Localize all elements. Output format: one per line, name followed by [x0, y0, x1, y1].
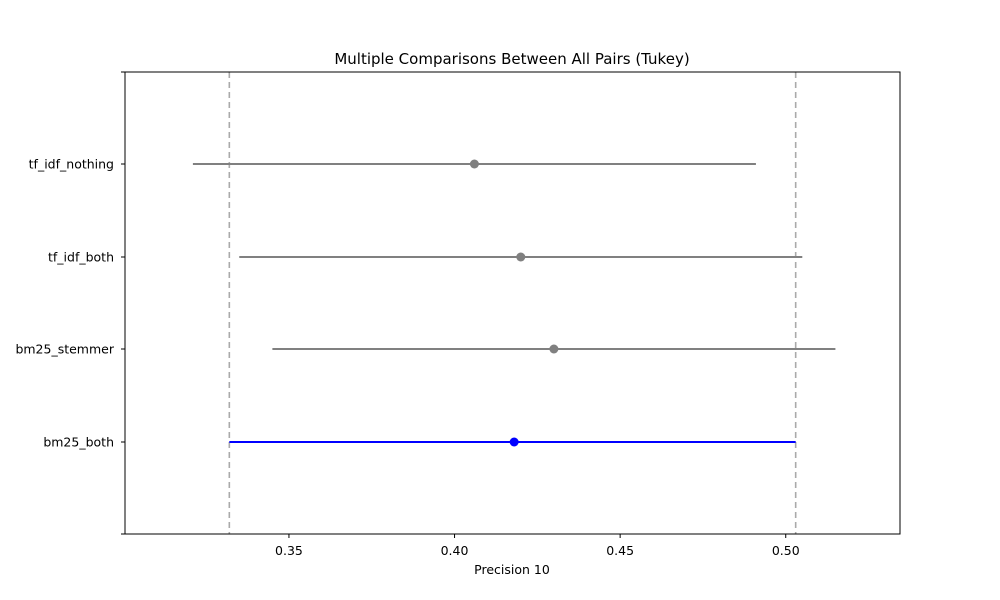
- plot-frame: [124, 71, 901, 535]
- chart-title: Multiple Comparisons Between All Pairs (…: [334, 50, 689, 68]
- plot-area: tf_idf_nothing tf_idf_both bm25_stemmer bm2…: [15, 71, 836, 558]
- x-tick-label-3: 0.50: [772, 543, 800, 558]
- mean-point-bm25_stemmer: [549, 344, 559, 354]
- x-tick-label-1: 0.40: [441, 543, 469, 558]
- y-tick-label-tf_idf_both: tf_idf_both: [48, 250, 114, 265]
- y-tick-label-bm25_both: bm25_both: [43, 435, 114, 450]
- x-axis-label: Precision 10: [474, 562, 550, 577]
- y-tick-label-bm25_stemmer: bm25_stemmer: [15, 342, 114, 357]
- x-tick-label-2: 0.45: [606, 543, 634, 558]
- mean-point-tf_idf_nothing: [469, 159, 479, 169]
- y-tick-label-tf_idf_nothing: tf_idf_nothing: [29, 157, 114, 172]
- x-tick-label-0: 0.35: [275, 543, 303, 558]
- mean-point-bm25_both: [509, 437, 519, 447]
- mean-point-tf_idf_both: [516, 252, 526, 262]
